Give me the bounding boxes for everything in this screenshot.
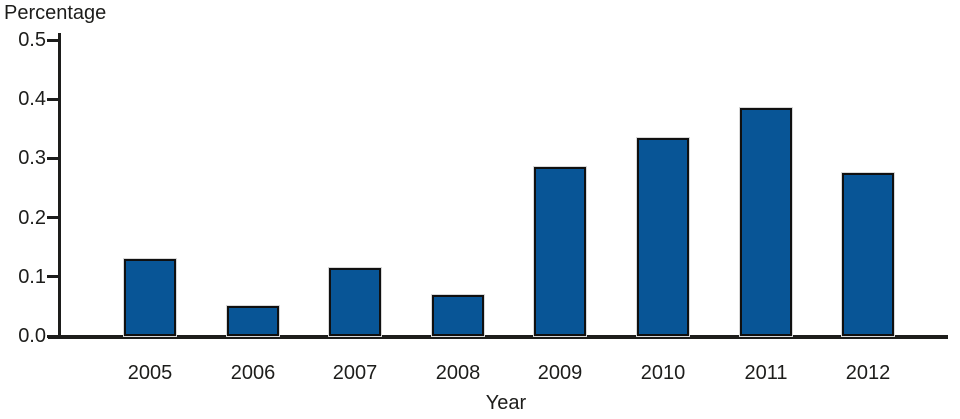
x-tick-label-2009: 2009: [537, 362, 583, 384]
y-tick-mark-0.1: [47, 275, 59, 279]
x-axis-title: Year: [485, 392, 527, 414]
bar-2008: [432, 295, 484, 336]
y-tick-mark-0.2: [47, 216, 59, 220]
y-axis-title: Percentage: [4, 2, 107, 24]
x-tick-label-2011: 2011: [744, 362, 788, 384]
bar-2010: [637, 138, 689, 336]
y-tick-mark-0.5: [47, 38, 59, 42]
y-tick-label-0.2: 0.2: [18, 206, 46, 229]
x-tick-label-2012: 2012: [845, 362, 891, 384]
bar-2009: [534, 167, 586, 336]
bar-2007: [329, 268, 381, 336]
y-tick-label-0.5: 0.5: [18, 29, 46, 51]
y-tick-mark-0.3: [47, 156, 59, 160]
x-tick-label-2010: 2010: [640, 362, 686, 384]
bar-2005: [124, 259, 176, 336]
y-axis-line: [58, 33, 61, 337]
bar-2011: [740, 108, 792, 336]
y-tick-label-0.3: 0.3: [18, 147, 46, 170]
y-tick-label-0.1: 0.1: [18, 265, 46, 288]
y-tick-label-0.0: 0.0: [18, 325, 46, 347]
x-axis-line: [48, 335, 948, 339]
bar-2006: [227, 306, 279, 336]
x-tick-label-2005: 2005: [127, 362, 173, 384]
x-tick-label-2008: 2008: [435, 362, 481, 384]
x-tick-label-2006: 2006: [230, 362, 276, 384]
y-tick-mark-0.0: [47, 334, 59, 338]
y-tick-label-0.4: 0.4: [18, 88, 46, 111]
bar-2012: [842, 173, 894, 336]
y-tick-mark-0.4: [47, 97, 59, 101]
x-tick-label-2007: 2007: [332, 362, 378, 384]
